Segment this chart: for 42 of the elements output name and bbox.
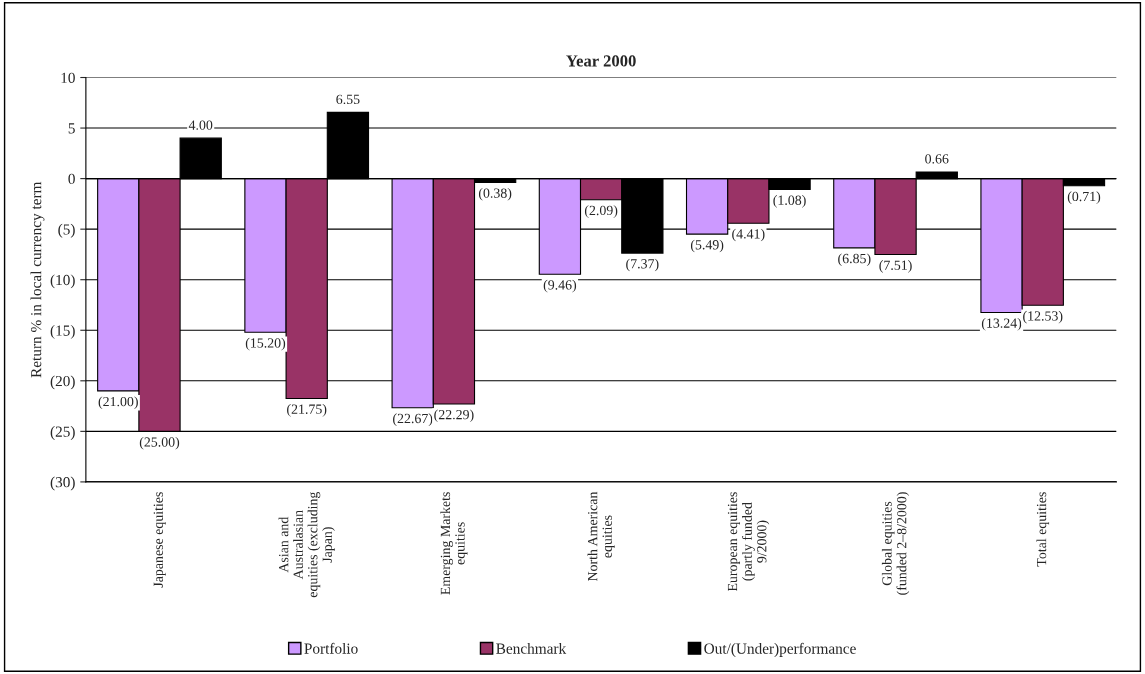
chart-title: Year 2000 [566,55,636,67]
data-label: 0.66 [925,154,949,164]
data-label: (7.51) [879,260,912,273]
y-tick-label: 0 [68,173,75,185]
legend-label: Portfolio [304,642,358,654]
data-label: (21.00) [98,396,138,410]
data-label: (9.46) [543,279,577,293]
data-label: (1.08) [773,195,806,208]
y-tick-label: (25) [50,426,75,440]
data-label: (12.53) [1023,310,1063,324]
y-tick-label: (30) [50,476,75,491]
data-label: (7.37) [626,258,659,272]
data-label: (15.20) [245,337,286,351]
data-label: 6.55 [336,94,360,105]
x-tick-label: Japanese equities [153,492,166,588]
data-label: (4.41) [732,228,765,242]
x-tick-label: European equities (partly funded 9/2000) [727,492,770,592]
data-label: (5.49) [690,239,724,253]
data-label: (21.75) [287,404,327,417]
data-label: 4.00 [188,120,213,130]
legend-label: Out/(Under)performance [704,642,856,657]
data-label: (2.09) [584,205,618,218]
y-axis-title: Return % in local currency term [30,181,45,378]
data-label: (22.67) [393,413,433,426]
y-tick-label: 5 [68,123,75,134]
data-label: (6.85) [838,253,871,267]
x-tick-label: Asian and Australasian equities (excluding Japan) [278,491,335,598]
data-label: (25.00) [139,436,180,450]
data-label: (13.24) [981,318,1022,331]
x-tick-label: Emerging Markets equities [440,492,468,595]
data-label: (0.71) [1067,191,1101,204]
data-label: (22.29) [434,409,474,423]
x-tick-label: Global equities (funded 2–8/2000) [881,492,910,595]
y-tick-label: (5) [58,223,75,238]
y-tick-label: (20) [50,375,75,390]
y-tick-label: 10 [61,72,75,83]
y-tick-label: (15) [50,324,75,339]
data-label: (0.38) [478,188,512,201]
x-tick-label: North American equities [587,491,615,582]
legend-label: Benchmark [496,643,567,654]
x-tick-label: Total equities [1036,492,1050,567]
y-tick-label: (10) [50,274,75,289]
